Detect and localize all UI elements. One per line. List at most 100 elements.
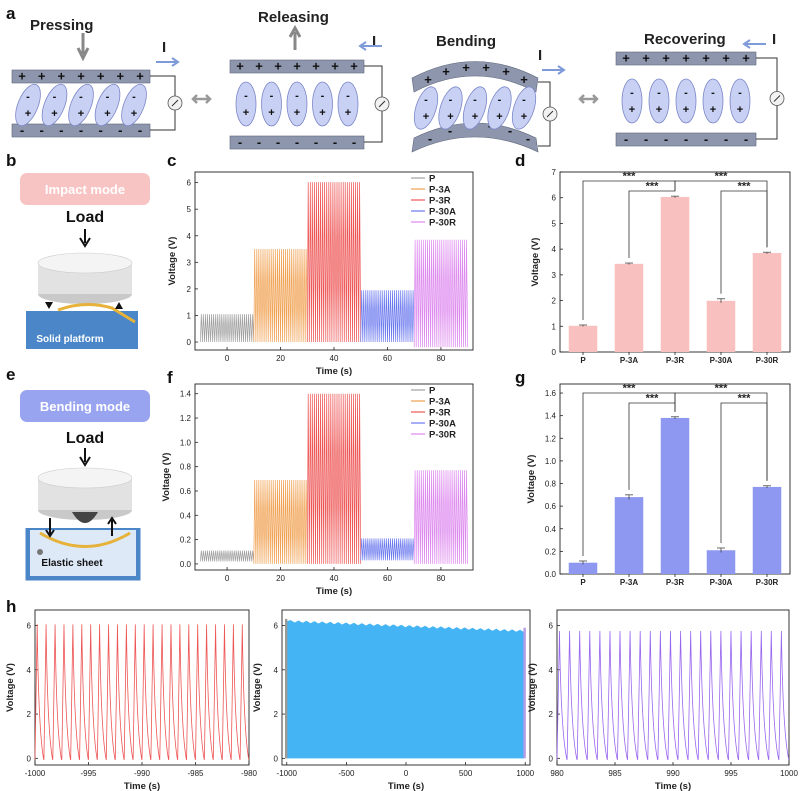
dipole-minus: -	[244, 90, 248, 102]
bending-bottom-charge: -	[508, 123, 512, 138]
dipole-plus: +	[319, 107, 325, 119]
dipole-plus: +	[243, 107, 249, 119]
h3-frame	[556, 609, 790, 766]
dipole-particle	[235, 81, 257, 127]
c-xlabel: Time (s)	[316, 366, 352, 377]
d-ytick-label: 6	[552, 194, 557, 203]
bar-g-P-30A	[706, 550, 736, 574]
h1-ytick-label: 0	[27, 754, 32, 763]
dipole-plus: +	[104, 108, 110, 120]
f-xtick-label: 20	[276, 574, 285, 583]
f-xtick-label: 80	[436, 574, 445, 583]
dipole-particle	[621, 78, 643, 124]
c-ytick-label: 5	[187, 205, 192, 214]
c-xtick-label: 40	[330, 354, 339, 363]
g-ytick-label: 1.0	[545, 457, 557, 466]
f-xtick-label: 40	[330, 574, 339, 583]
dipole-plus: +	[521, 111, 527, 123]
c-ytick-label: 2	[187, 285, 192, 294]
dipole-minus: -	[473, 94, 477, 106]
h1-ylabel: Voltage (V)	[5, 663, 16, 712]
series-h3	[556, 630, 790, 760]
dipole-particle	[675, 78, 697, 124]
series-c-P-3A	[253, 248, 308, 343]
series-f-P-30R	[413, 470, 469, 564]
c-ylabel: Voltage (V)	[167, 237, 178, 286]
dipole-plus: +	[472, 111, 478, 123]
pressing-top-plate-charge: +	[58, 69, 66, 84]
pressing-bottom-plate-charge: -	[118, 123, 122, 138]
releasing-top-plate-charge: +	[274, 59, 282, 74]
current-label-4: I	[772, 31, 776, 48]
releasing-bottom-plate-charge: -	[314, 135, 318, 150]
f-xtick-label: 60	[383, 574, 392, 583]
releasing-top-plate-charge: +	[312, 59, 320, 74]
g-ylabel: Voltage (V)	[526, 455, 537, 504]
bending-bottom-charge: -	[448, 123, 452, 138]
impact-device-film	[57, 303, 136, 324]
f-xlabel: Time (s)	[316, 586, 352, 597]
dipole-minus: -	[684, 87, 688, 99]
recovering-current-arrow	[742, 39, 766, 49]
h2-xtick-label: 0	[404, 769, 409, 778]
g-ytick-label: 1.4	[545, 412, 557, 421]
recovering-top-plate-charge: +	[742, 51, 750, 66]
bar-label-g: P-3R	[666, 578, 684, 587]
legend-label-c: P-30R	[429, 218, 456, 229]
panel-label-g: g	[515, 368, 525, 387]
series-c-P-30R	[413, 239, 469, 348]
h1-xlabel: Time (s)	[124, 781, 160, 791]
pressing-top-plate-charge: +	[97, 69, 105, 84]
dipole-plus: +	[268, 107, 274, 119]
dipole-particle	[413, 86, 439, 130]
recovering-top-plate-charge: +	[682, 51, 690, 66]
bending-load-arrow-icon	[79, 448, 91, 467]
dipole-particle	[729, 78, 751, 124]
bending-top-plate	[411, 61, 539, 93]
current-label-2: I	[372, 33, 376, 50]
series-c-P-3R	[306, 182, 362, 343]
bending-bottom-plate	[411, 122, 539, 153]
h2-xtick-label: -1000	[277, 769, 298, 778]
series-c-P-30A	[360, 290, 415, 343]
press-arrow-icon	[76, 33, 90, 62]
panel-label-e: e	[6, 365, 15, 384]
bar-g-P-3R	[660, 417, 690, 574]
mode-illustrations	[25, 229, 141, 581]
bending-down-arrow-icon	[45, 518, 55, 538]
bending-indenter	[72, 512, 98, 523]
legend-label-f: P-30A	[429, 419, 456, 430]
bar-label-g: P	[580, 578, 586, 587]
dipole-plus: +	[131, 108, 137, 120]
f-ytick-label: 0.6	[180, 487, 192, 496]
dipole-particle	[15, 83, 41, 127]
bending-bottom-charge: -	[526, 131, 530, 146]
releasing-current-arrow	[358, 41, 382, 51]
c-ytick-label: 6	[187, 179, 192, 188]
d-ytick-label: 0	[552, 348, 557, 357]
h2-xlabel: Time (s)	[388, 781, 424, 791]
panel-label-h: h	[6, 597, 16, 616]
pressing-circuit-meter-needle	[171, 99, 179, 107]
recovering-top-plate-charge: +	[662, 51, 670, 66]
bar-d-P-30A	[706, 300, 736, 352]
sig-label-g: ***	[623, 383, 637, 395]
bar-label-d: P-30A	[710, 356, 733, 365]
pressing-top-plate-charge: +	[18, 69, 26, 84]
releasing-top-plate-charge: +	[255, 59, 263, 74]
f-ytick-label: 1.0	[180, 438, 192, 447]
pressing-bottom-plate-charge: -	[20, 123, 24, 138]
bar-g-P-3A	[614, 497, 644, 574]
h3-ylabel: Voltage (V)	[527, 663, 538, 712]
pressing-top-plate-charge: +	[136, 69, 144, 84]
dipole-plus: +	[294, 107, 300, 119]
releasing-top-plate-charge: +	[293, 59, 301, 74]
panel-label-a: a	[6, 4, 16, 23]
dipole-particle	[312, 81, 333, 127]
pressing-bottom-plate-charge: -	[79, 123, 83, 138]
bending-pin-icon	[37, 549, 43, 555]
dipole-minus: -	[346, 90, 350, 102]
bending-top-charge: +	[482, 60, 490, 75]
dipole-particle	[511, 86, 537, 130]
bar-d-P-3A	[614, 263, 644, 352]
